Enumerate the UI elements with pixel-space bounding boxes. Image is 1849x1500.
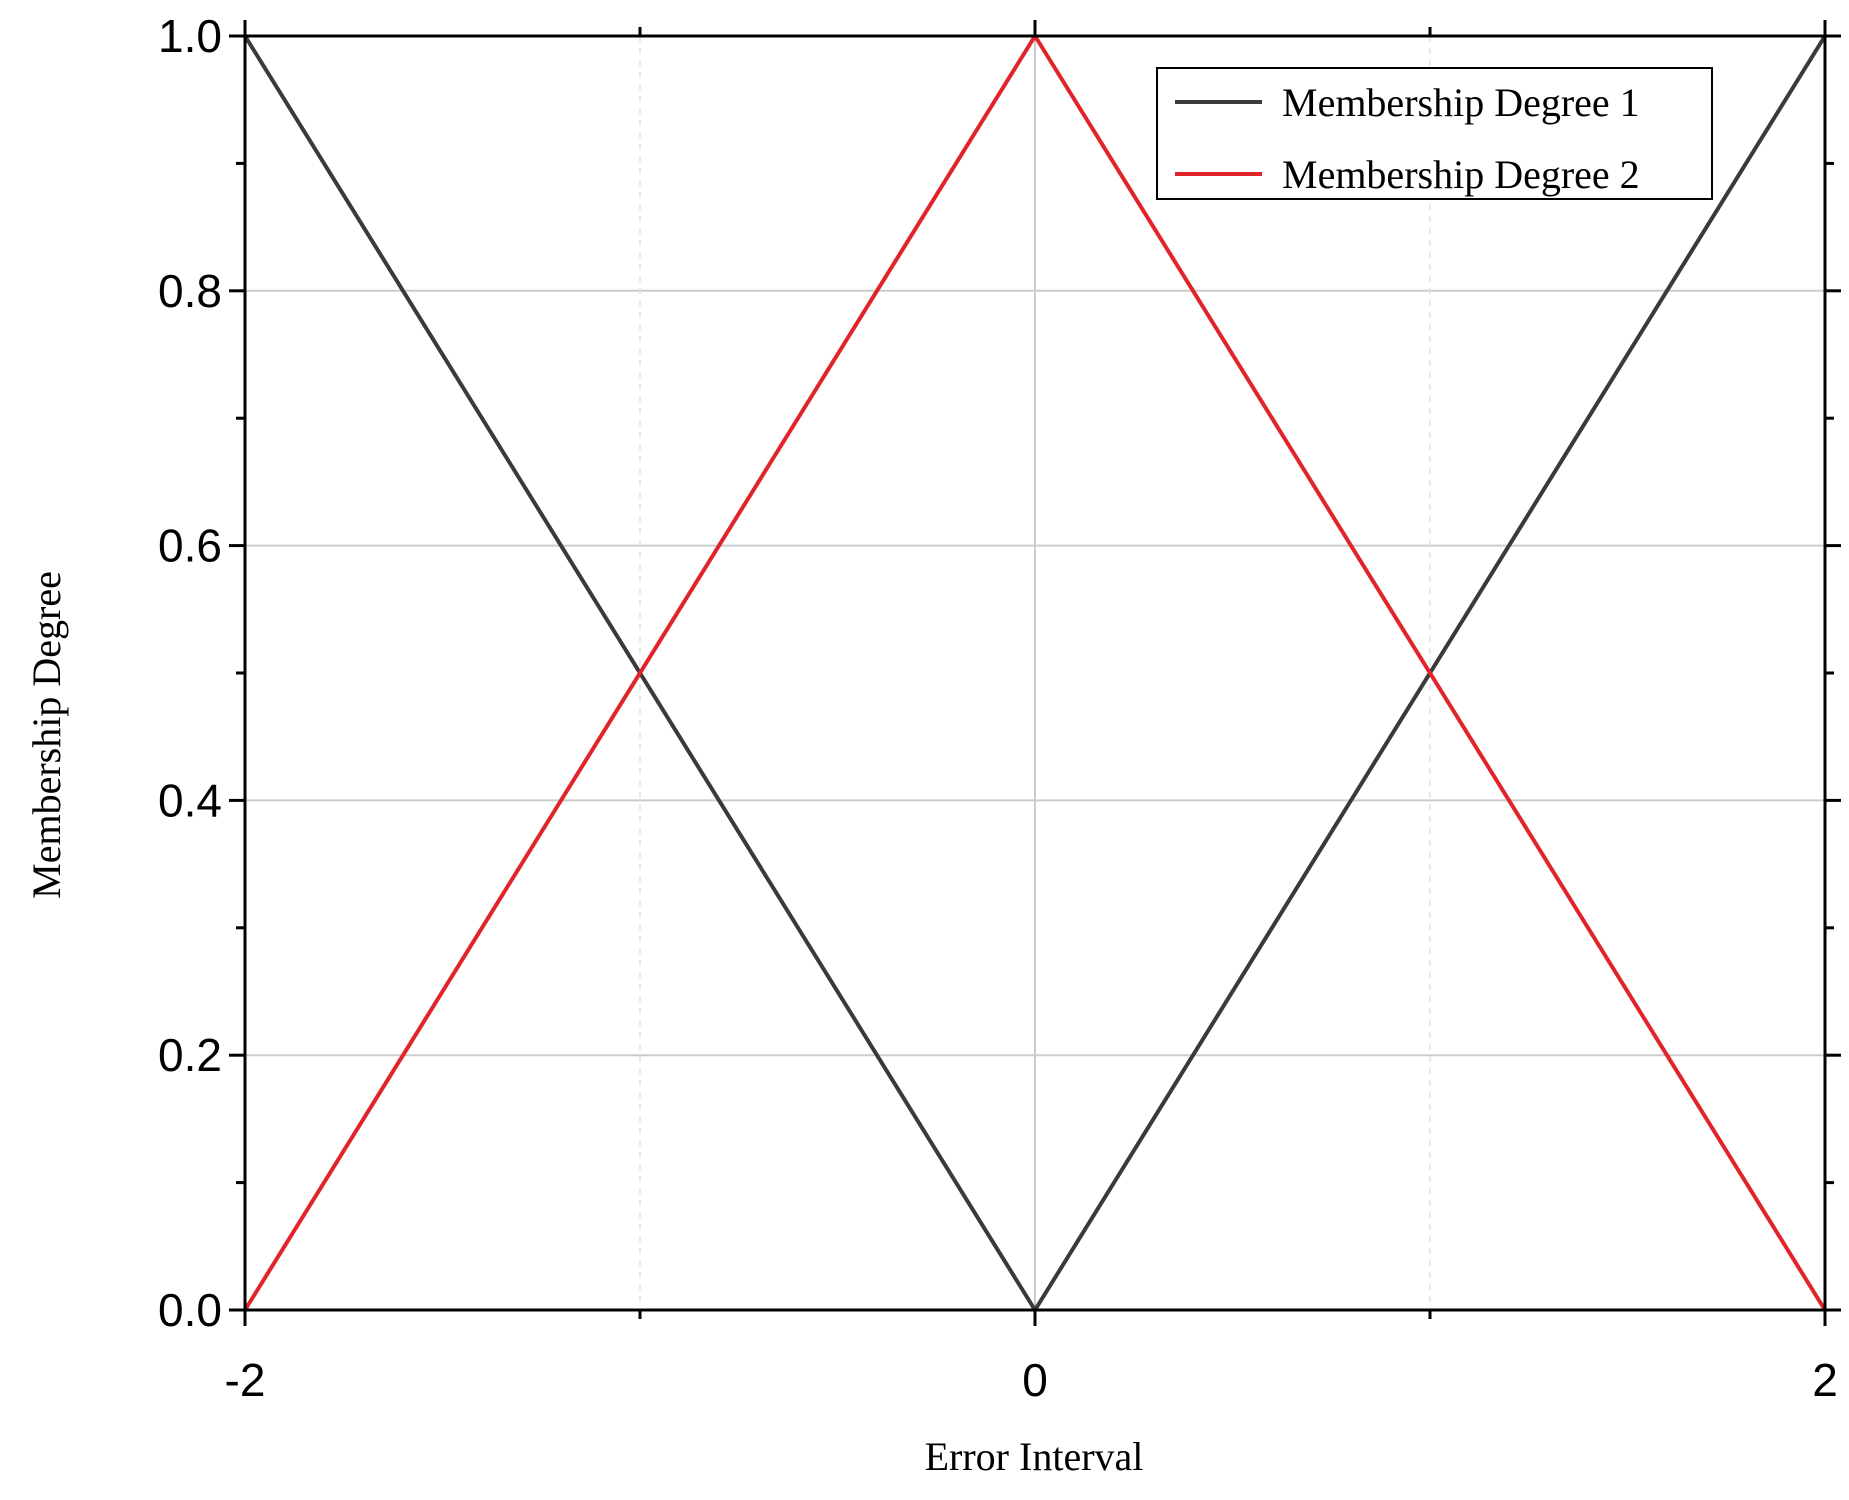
legend-label: Membership Degree 1 <box>1282 80 1640 125</box>
x-tick-label: 0 <box>1022 1354 1048 1406</box>
x-tick-label: 2 <box>1812 1354 1838 1406</box>
grid <box>245 36 1825 1310</box>
y-tick-label: 0.6 <box>158 520 222 572</box>
y-tick-label: 0.4 <box>158 774 222 826</box>
x-tick-labels: -2 0 2 <box>225 1354 1838 1406</box>
legend-items: Membership Degree 1 Membership Degree 2 <box>1175 80 1640 197</box>
y-tick-labels: 0.0 0.2 0.4 0.6 0.8 1.0 <box>158 10 222 1336</box>
y-tick-label: 0.8 <box>158 265 222 317</box>
legend-box <box>1156 67 1713 200</box>
y-tick-label: 1.0 <box>158 10 222 62</box>
axis-ticks <box>229 20 1841 1326</box>
y-tick-label: 0.2 <box>158 1029 222 1081</box>
y-tick-label: 0.0 <box>158 1284 222 1336</box>
legend-label: Membership Degree 2 <box>1282 152 1640 197</box>
y-axis-title: Membership Degree <box>24 571 69 899</box>
x-axis-title: Error Interval <box>925 1434 1144 1479</box>
legend: Membership Degree 1 Membership Degree 2 <box>1156 67 1713 200</box>
x-tick-label: -2 <box>225 1354 266 1406</box>
